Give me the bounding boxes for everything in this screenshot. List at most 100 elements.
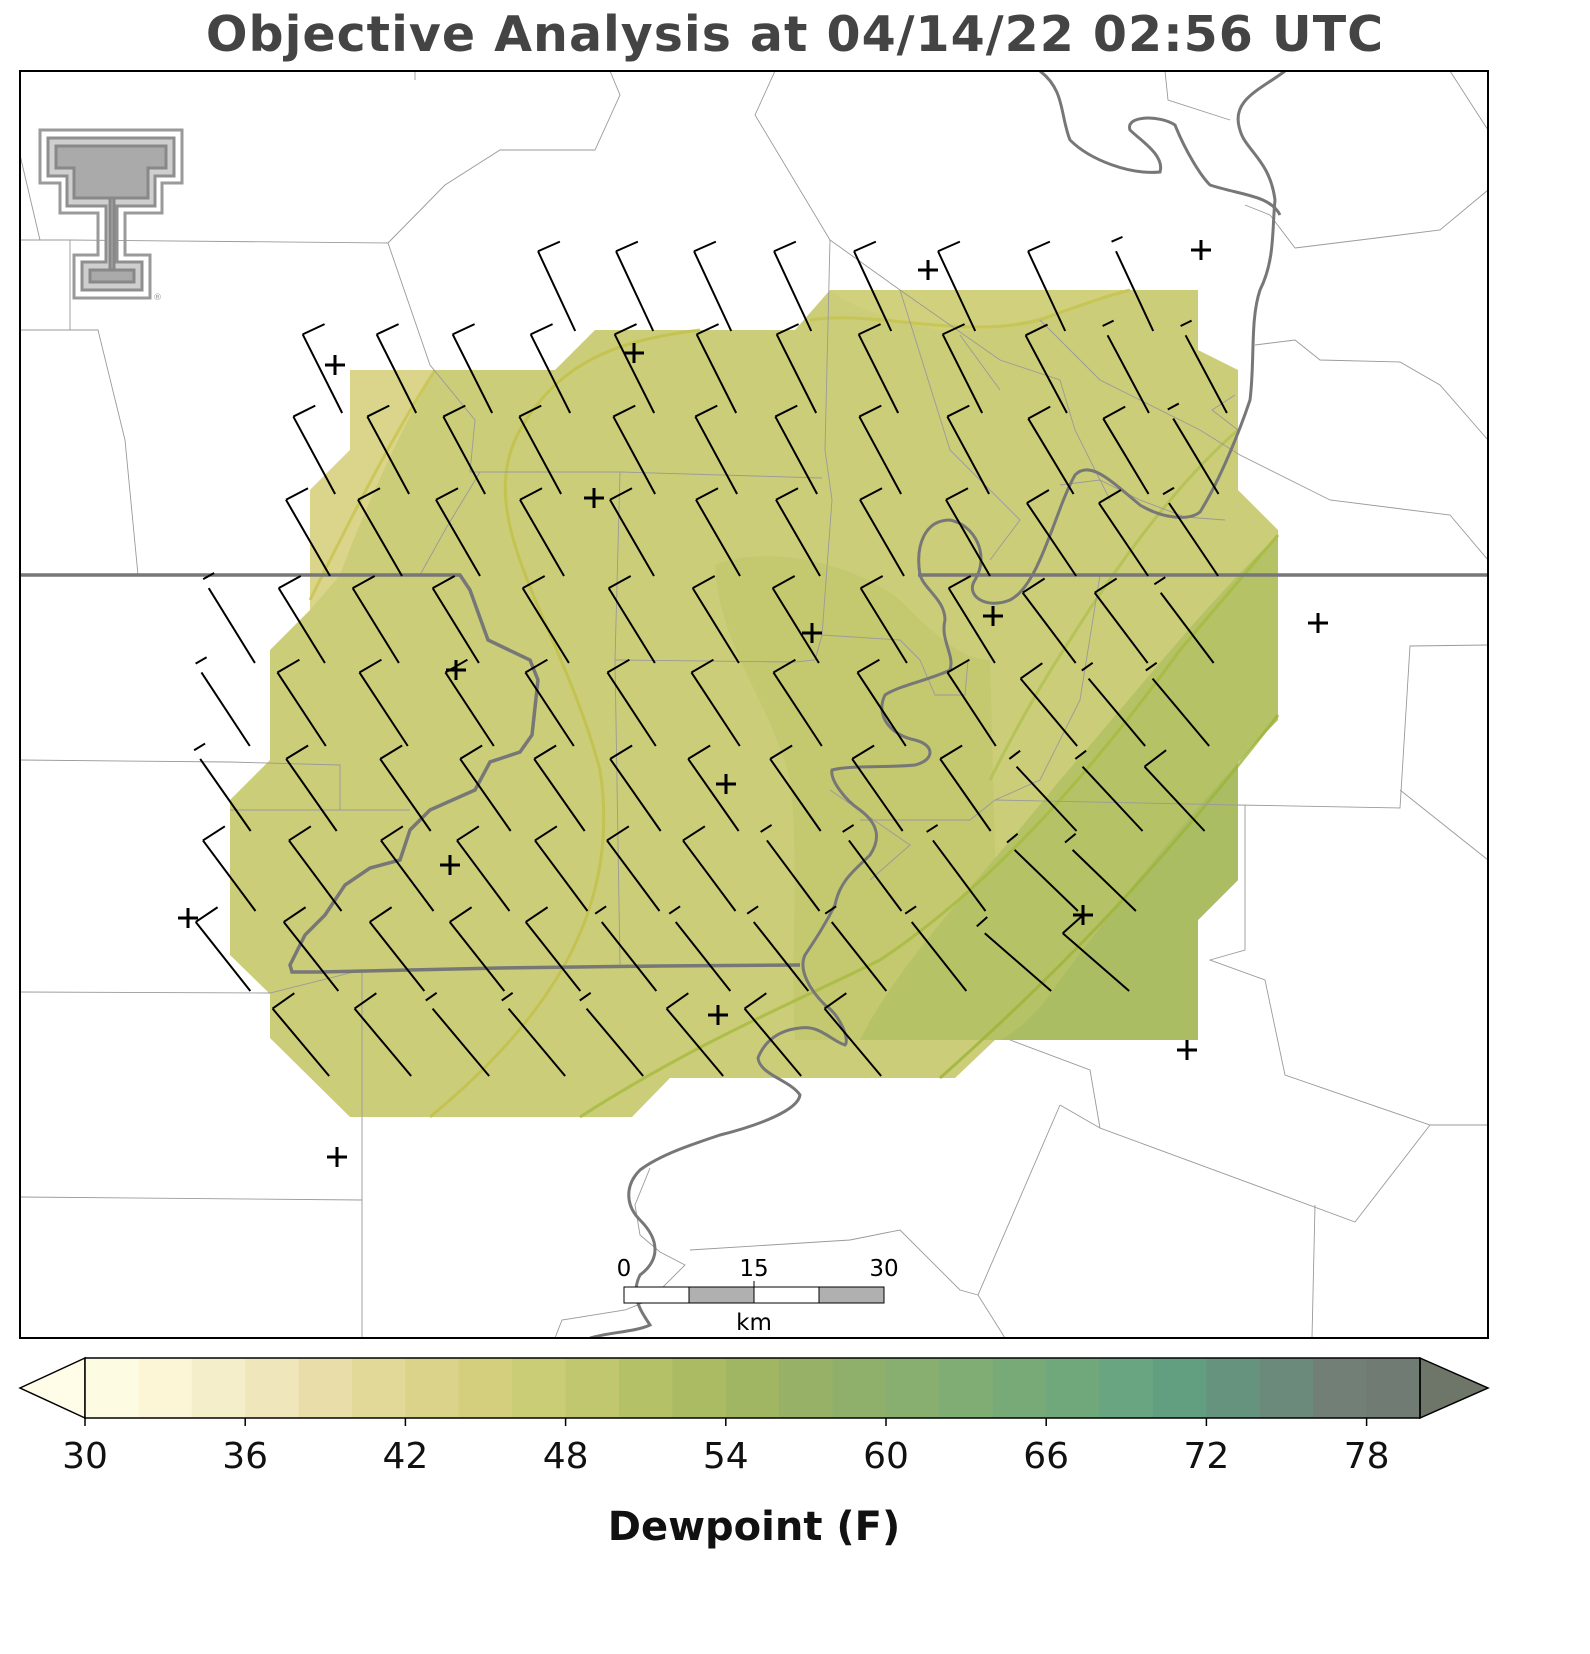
station-marker — [446, 660, 466, 680]
wind-barb — [859, 575, 908, 664]
wind-barb — [425, 992, 490, 1077]
station-marker — [802, 623, 822, 643]
map-frame — [19, 70, 1489, 1339]
wind-barb — [435, 487, 481, 577]
wind-barb — [976, 916, 1052, 992]
wind-barb — [501, 992, 566, 1077]
wind-barb — [668, 905, 732, 992]
wind-barb — [202, 572, 256, 664]
wind-barb — [760, 824, 821, 912]
wind-barb — [941, 323, 984, 414]
wind-barb — [285, 487, 331, 577]
station-marker — [1308, 613, 1328, 633]
wind-barb — [1027, 405, 1075, 495]
wind-barb — [379, 744, 432, 832]
wind-barb — [448, 906, 506, 992]
wind-barb — [353, 992, 412, 1077]
wind-barb — [529, 323, 572, 414]
wind-barb — [276, 658, 327, 747]
wind-barb — [594, 905, 658, 992]
station-marker — [327, 1147, 347, 1167]
station-marker — [325, 355, 345, 375]
wind-barb — [904, 905, 968, 992]
wind-barb — [939, 744, 992, 832]
wind-barb — [769, 744, 822, 832]
wind-barb — [609, 744, 662, 832]
wind-barb — [824, 905, 888, 992]
station-marker — [624, 343, 644, 363]
wind-barb — [459, 744, 512, 832]
wind-barb — [859, 487, 905, 577]
wind-barb — [285, 744, 338, 832]
wind-barb — [1162, 486, 1219, 577]
texas-tech-double-t-logo: ® — [38, 128, 184, 303]
wind-barb — [946, 404, 990, 495]
wind-barb — [1111, 235, 1155, 332]
wind-barb — [533, 744, 586, 832]
scale-tick-0: 0 — [617, 1256, 632, 1282]
dry-contour-region — [310, 370, 435, 610]
station-marker — [716, 774, 736, 794]
wind-barb — [773, 240, 813, 332]
wind-barb — [380, 825, 435, 912]
wind-barb — [451, 323, 494, 414]
wind-barb — [1064, 832, 1137, 912]
station-marker — [440, 855, 460, 875]
wind-barb — [271, 992, 330, 1077]
wind-barb — [1098, 489, 1149, 577]
wind-barb — [1019, 662, 1078, 747]
wind-barb — [518, 404, 562, 495]
registered-mark: ® — [153, 293, 162, 303]
wind-barb — [358, 658, 409, 747]
wind-barb — [609, 487, 655, 577]
wind-barb — [579, 992, 644, 1077]
wind-barb — [202, 825, 257, 912]
wind-barb — [771, 575, 820, 664]
wind-barb — [823, 992, 882, 1077]
wind-barb — [607, 575, 656, 664]
wind-barb — [375, 323, 418, 414]
wind-barb — [277, 575, 326, 664]
wind-barb — [1102, 319, 1150, 414]
wind-barb — [682, 825, 737, 912]
wind-barb — [851, 744, 904, 832]
wind-barb — [775, 323, 818, 414]
wind-barb — [694, 404, 738, 495]
station-marker — [918, 260, 938, 280]
wind-barb — [1143, 749, 1206, 832]
wind-barb — [853, 240, 893, 332]
wind-barb — [519, 487, 565, 577]
wind-barb — [772, 658, 823, 747]
station-marker — [708, 1005, 728, 1025]
station-marker — [1191, 240, 1211, 260]
wind-barb — [195, 656, 251, 747]
wind-barb — [1008, 749, 1078, 832]
wind-barb — [612, 404, 656, 495]
wind-barb — [695, 323, 738, 414]
wind-barb — [431, 575, 480, 664]
wind-barb — [615, 240, 655, 332]
wind-barb — [775, 487, 821, 577]
station-marker — [983, 606, 1003, 626]
wind-barb — [357, 487, 403, 577]
wind-barb — [937, 240, 977, 332]
wind-barb — [746, 905, 810, 992]
wind-barb — [521, 575, 570, 664]
wind-barb — [945, 487, 991, 577]
wind-barb — [534, 825, 589, 912]
wind-barb — [524, 658, 575, 747]
scale-bar: 0 15 30 km — [617, 1256, 899, 1336]
wind-barb — [743, 992, 802, 1077]
wind-barbs — [193, 235, 1228, 1077]
wind-barb — [537, 240, 577, 332]
wind-barb — [695, 487, 741, 577]
wind-barb — [693, 240, 733, 332]
wind-barb — [691, 575, 740, 664]
wind-barb — [193, 742, 252, 832]
dewpoint-field — [230, 288, 1280, 1119]
station-marker — [1177, 1040, 1197, 1060]
wind-barb — [1021, 577, 1077, 664]
wind-barb — [1180, 319, 1228, 414]
wind-barb — [288, 825, 343, 912]
wind-barb — [1026, 489, 1077, 577]
